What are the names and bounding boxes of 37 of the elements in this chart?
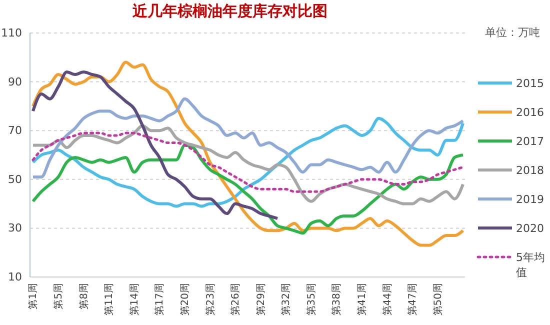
chart-title: 近几年棕榈油年度库存对比图 [132, 2, 328, 20]
legend-label: 2017 [516, 135, 544, 148]
y-tick-label: 70 [8, 124, 22, 138]
x-tick-label: 第23周 [204, 283, 216, 316]
x-tick-label: 第11周 [103, 283, 116, 316]
y-tick-label: 110 [1, 26, 22, 40]
x-tick-label: 第38周 [330, 283, 343, 316]
legend-label: 2020 [516, 222, 544, 235]
x-tick-label: 第47周 [406, 283, 419, 316]
line-series [32, 70, 280, 220]
x-tick-label: 第50周 [432, 283, 444, 316]
x-tick-label: 第8周 [78, 283, 90, 310]
x-tick-label: 第44周 [381, 283, 394, 316]
legend-label: 2015 [516, 77, 544, 90]
legend-label: 2016 [516, 106, 544, 119]
x-tick-label: 第5周 [52, 283, 64, 310]
x-tick-label: 第17周 [154, 283, 166, 316]
line-series [32, 132, 464, 193]
x-tick-label: 第1周 [27, 283, 40, 310]
line-series [32, 97, 464, 178]
x-tick-label: 第26周 [230, 283, 242, 316]
y-tick-label: 10 [8, 270, 22, 284]
x-tick-label: 第20周 [178, 283, 191, 316]
y-tick-label: 30 [8, 222, 22, 235]
x-tick-label: 第35周 [305, 283, 318, 316]
x-tick-label: 第14周 [128, 283, 140, 316]
x-tick-label: 第29周 [254, 283, 267, 316]
text: 单位：万吨 [485, 26, 540, 39]
x-tick-label: 第32周 [280, 283, 292, 316]
line-series [32, 60, 464, 247]
legend-label: 5年均值 [516, 251, 545, 279]
legend-label: 2018 [516, 164, 544, 177]
y-tick-label: 90 [8, 75, 22, 88]
x-tick-label: 第41周 [356, 283, 368, 316]
y-tick-label: 50 [8, 172, 22, 186]
line-series [32, 144, 464, 235]
legend-label: 2019 [516, 193, 544, 206]
